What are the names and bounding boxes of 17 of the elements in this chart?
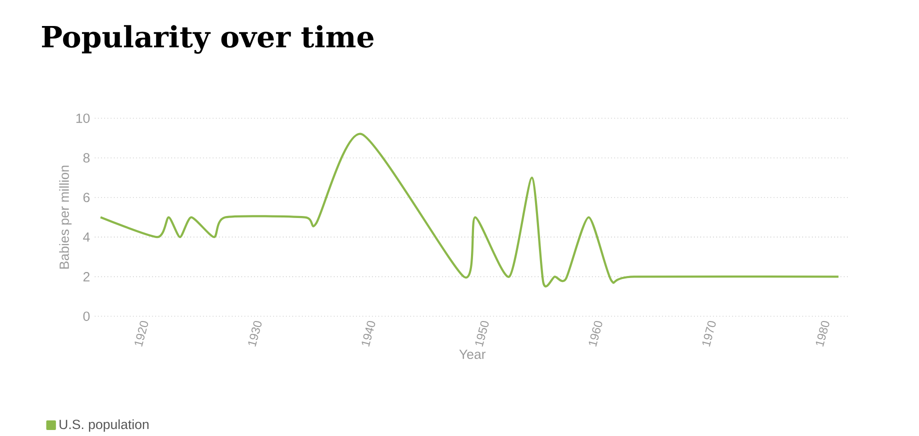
x-tick-label: 1970 bbox=[702, 320, 716, 347]
y-tick-label: 10 bbox=[76, 114, 90, 123]
legend-label: U.S. population bbox=[60, 419, 149, 432]
x-tick-label: 1920 bbox=[134, 320, 148, 347]
y-tick-label: 2 bbox=[83, 272, 90, 282]
y-tick-label: 8 bbox=[83, 153, 90, 163]
x-tick-label: 1980 bbox=[816, 320, 830, 347]
chart-title: Popularity over time bbox=[42, 25, 374, 54]
y-axis-title: Babies per million bbox=[59, 166, 72, 269]
y-tick-label: 4 bbox=[83, 232, 90, 242]
x-tick-label: 1940 bbox=[362, 320, 376, 347]
x-tick-label: 1950 bbox=[475, 320, 489, 347]
y-tick-label: 6 bbox=[83, 192, 90, 202]
x-tick-label: 1930 bbox=[248, 320, 262, 347]
x-tick-label: 1960 bbox=[588, 320, 602, 347]
x-axis-title: Year bbox=[459, 350, 486, 359]
y-tick-label: 0 bbox=[83, 312, 90, 321]
